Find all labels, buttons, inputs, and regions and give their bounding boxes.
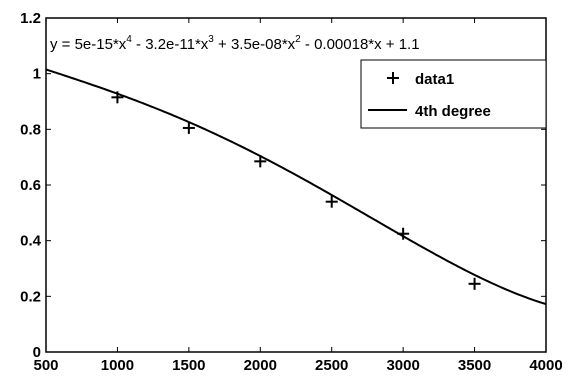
x-tick-label: 2000 — [244, 357, 277, 374]
legend-label-4th-degree: 4th degree — [415, 103, 491, 120]
x-tick-label: 1000 — [101, 357, 134, 374]
data-point — [325, 195, 338, 208]
data-point — [397, 227, 410, 240]
plot-axes-box — [45, 17, 547, 353]
fit-equation: y = 5e-15*x4 - 3.2e-11*x3 + 3.5e-08*x2 -… — [50, 34, 420, 53]
data-point — [468, 277, 481, 290]
x-tick-label: 4000 — [529, 357, 562, 374]
data-point — [182, 121, 195, 134]
data-point — [111, 91, 124, 104]
legend-label-data1: data1 — [415, 71, 454, 88]
data1-markers — [111, 91, 481, 290]
x-tick-label: 1500 — [172, 357, 205, 374]
y-tick-label: 0.8 — [20, 121, 41, 138]
fit-curve-4th-degree — [45, 68, 547, 306]
legend-box — [360, 59, 547, 129]
axis-ticks: 500 1000 1500 2000 2500 3000 3500 4000 0 0.2 0.4 0.… — [20, 10, 563, 374]
x-tick-label: 3500 — [458, 357, 491, 374]
y-tick-label: 0.2 — [20, 288, 41, 305]
fit-curve-layer — [45, 68, 547, 306]
y-tick-label: 1.2 — [20, 10, 41, 27]
y-tick-label: 0.4 — [20, 233, 42, 250]
y-tick-label: 1 — [33, 66, 41, 83]
legend: data1 4th degree — [360, 59, 547, 129]
data-point — [254, 155, 267, 168]
legend-marker-data1 — [387, 72, 399, 84]
x-tick-label: 3000 — [386, 357, 419, 374]
y-tick-label: 0.6 — [20, 177, 41, 194]
x-tick-label: 500 — [33, 357, 58, 374]
y-tick-label: 0 — [33, 344, 41, 361]
x-tick-label: 2500 — [315, 357, 348, 374]
